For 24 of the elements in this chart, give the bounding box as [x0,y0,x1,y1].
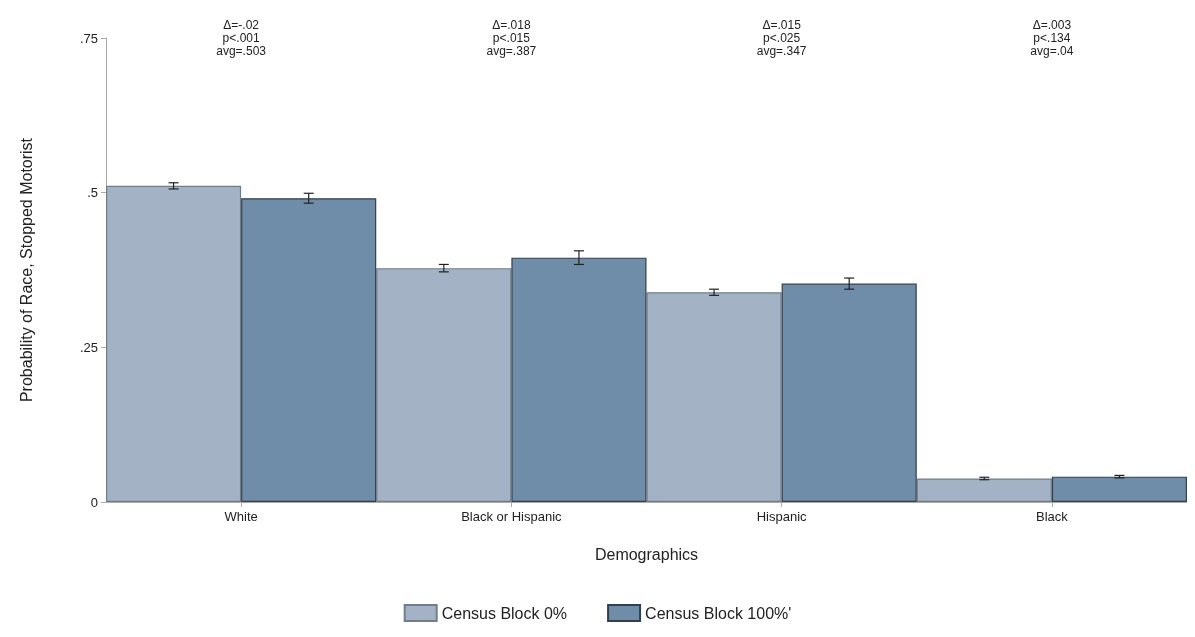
x-tick-label: White [224,509,258,524]
bar [1051,476,1187,502]
bar [511,257,647,502]
legend-label: Census Block 0% [441,604,568,622]
annotation: Δ=.015 p<.025 avg=.347 [756,18,807,58]
x-tick-label: Black or Hispanic [461,509,563,524]
bar [916,478,1052,502]
bar [106,185,242,502]
x-axis-title: Demographics [594,545,699,563]
bar [781,283,917,502]
bar [376,268,512,502]
y-axis-title: Probability of Race, Stopped Motorist [17,137,35,403]
x-tick-label: Black [1035,509,1069,524]
y-tick-label: 0 [90,494,98,510]
x-tick-label: Hispanic [756,509,808,524]
legend-label: Census Block 100%' [645,604,792,622]
annotation: Δ=-.02 p<.001 avg=.503 [216,18,267,58]
annotation: Δ=.003 p<.134 avg=.04 [1030,18,1074,58]
bar [241,198,377,502]
bar [646,292,782,502]
y-tick-label: .25 [79,339,98,355]
annotation: Δ=.018 p<.015 avg=.387 [486,18,537,58]
y-tick-label: .75 [79,30,98,46]
y-tick-label: .5 [87,185,98,201]
